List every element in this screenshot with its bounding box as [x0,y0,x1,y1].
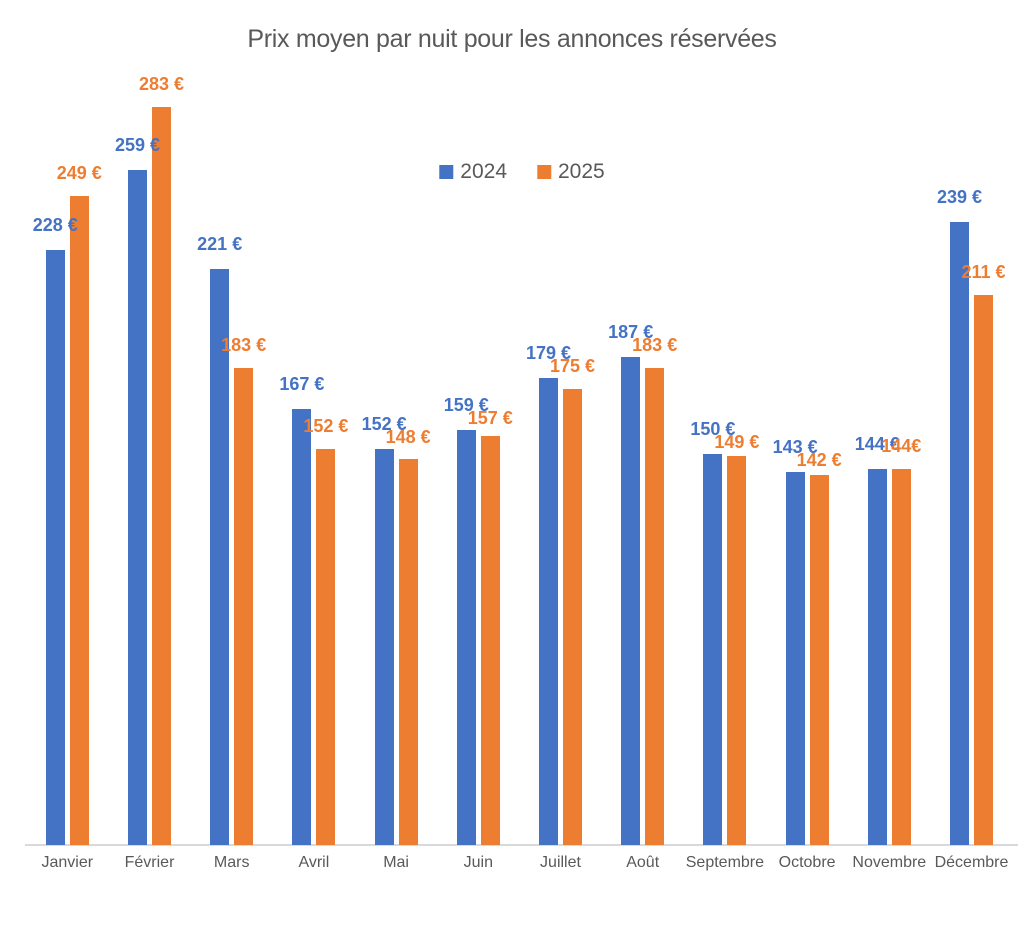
label-2025-fevrier: 283 € [138,73,185,94]
bar-2025-mars [234,367,254,845]
bar-2025-decembre [974,294,993,845]
bar-2025-juillet [563,388,582,845]
label-2024-juillet: 179 € [525,343,572,364]
label-2024-fevrier: 259 € [114,134,161,155]
bar-2024-octobre [785,472,805,845]
chart-title: Prix moyen par nuit pour les annonces ré… [247,25,777,53]
bar-2024-mars [210,268,230,845]
x-axis-label-aout: Août [626,854,660,871]
bar-2024-mai [374,448,394,845]
label-2024-mars: 221 € [197,233,243,254]
x-axis-label-mai: Mai [383,854,409,871]
legend-swatch-2025-icon [537,164,551,179]
label-2024-janvier: 228 € [32,215,78,236]
bar-2025-janvier [69,195,89,845]
x-axis-label-avril: Avril [298,854,330,871]
x-axis-label-fevrier: Février [124,854,175,871]
bar-2024-janvier [45,250,65,845]
label-2024-decembre: 239 € [936,186,983,207]
bar-2025-novembre [891,469,911,845]
label-2025-avril: 152 € [303,415,349,436]
x-axis-label-mars: Mars [213,854,250,871]
label-2025-juin: 157 € [467,408,513,429]
legend-item-2025: 2025 [537,161,605,182]
label-2024-juin: 159 € [443,395,489,416]
x-axis-label-janvier: Janvier [41,854,94,871]
x-axis-label-novembre: Novembre [852,854,927,871]
label-2024-mai: 152 € [361,413,407,434]
label-2025-octobre: 142 € [796,450,842,471]
x-axis-label-juillet: Juillet [540,854,581,871]
bar-2024-avril [292,409,312,845]
bar-2025-avril [316,448,336,845]
bar-2025-mai [398,459,418,845]
bar-2025-fevrier [152,106,171,845]
label-2024-aout: 187 € [608,322,654,343]
bar-2025-aout [645,367,665,845]
x-axis-line [25,844,1018,846]
label-2024-avril: 167 € [279,374,325,395]
bar-2025-octobre [809,474,829,845]
bar-2024-aout [621,357,641,845]
bar-2024-juillet [539,378,558,845]
bar-2025-septembre [727,456,747,845]
bar-2024-septembre [703,453,723,845]
x-axis-label-juin: Juin [463,854,493,871]
legend-swatch-2024-icon [439,164,454,179]
label-2024-octobre: 143 € [772,437,818,458]
bar-2024-novembre [867,469,887,845]
label-2024-septembre: 150 € [690,418,736,439]
x-axis-label-decembre: Décembre [934,854,1009,871]
legend-item-2024: 2024 [439,161,507,182]
label-2025-janvier: 249 € [56,162,102,183]
label-2025-juillet: 175 € [549,356,596,377]
label-2024-novembre: 144 € [854,434,900,455]
x-axis-label-septembre: Septembre [685,854,765,871]
label-2025-mai: 148 € [385,426,431,447]
label-2025-septembre: 149 € [714,431,760,452]
label-2025-aout: 183 € [632,335,678,356]
legend-label-2024: 2024 [460,160,507,183]
chart-legend: 2024 2025 [439,161,605,182]
label-2025-novembre: 144€ [881,436,922,457]
x-axis-label-octobre: Octobre [778,854,836,871]
label-2025-decembre: 211 € [961,261,1006,282]
bar-2025-juin [480,435,500,845]
bar-2024-fevrier [128,169,147,845]
bar-2024-juin [456,430,476,845]
bar-2024-decembre [950,221,969,845]
label-2025-mars: 183 € [221,334,267,355]
legend-label-2025: 2025 [558,160,605,183]
